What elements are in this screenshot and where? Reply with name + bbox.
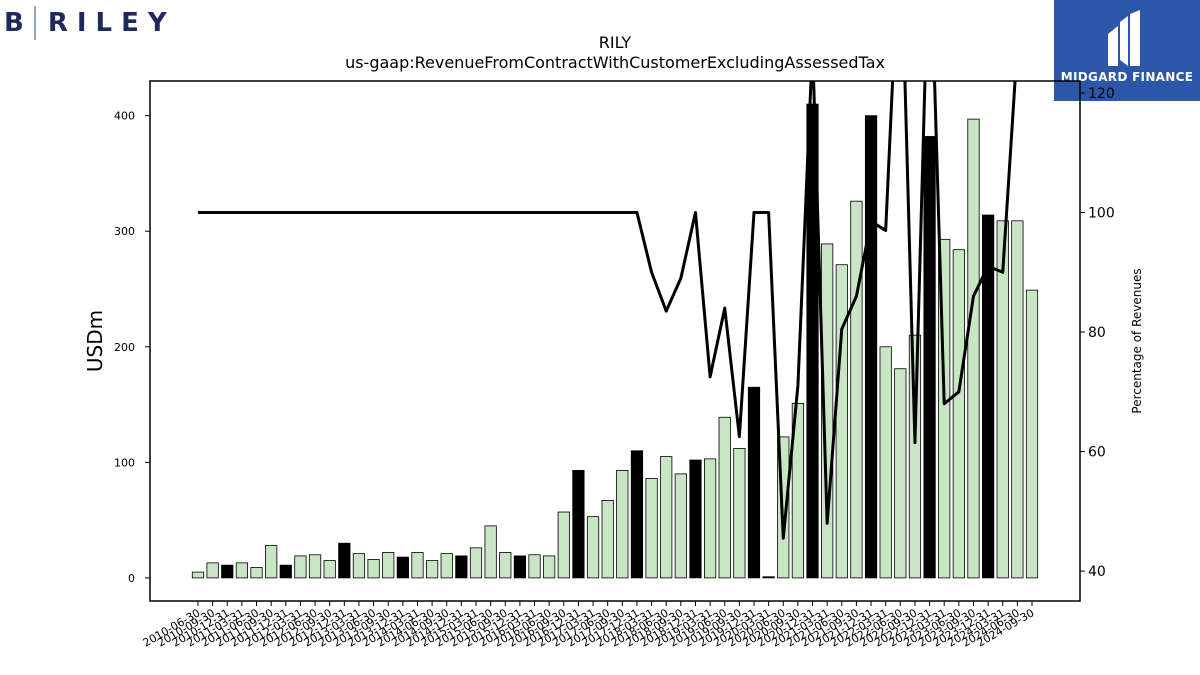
bar-2024-09-30: [1025, 289, 1039, 579]
bar-2012-06-30: [308, 554, 322, 579]
bar-2023-06-30: [952, 249, 965, 579]
bar-2011-03-31: [235, 562, 249, 579]
y-tick-label: 400: [114, 110, 135, 123]
bar-2010-09-30: [206, 562, 219, 579]
bar-2021-03-31: [821, 243, 834, 579]
bar-2019-09-30: [733, 448, 746, 579]
bar-2014-06-30: [425, 560, 439, 579]
bar-series: [191, 103, 1039, 579]
brand-left-logo: B RILEY: [4, 4, 176, 42]
brand-name: RILEY: [47, 8, 176, 38]
bar-2023-03-31: [938, 238, 951, 579]
bar-2013-06-30: [367, 559, 380, 579]
brand-initial: B: [4, 8, 24, 38]
bar-2015-03-31: [469, 547, 483, 579]
bar-2016-06-30: [543, 555, 556, 579]
chart-subtitle: us-gaap:RevenueFromContractWithCustomerE…: [345, 53, 885, 72]
bar-2012-12-31: [338, 542, 351, 579]
bar-2014-03-31: [411, 552, 424, 579]
bar-2022-06-30: [894, 368, 907, 579]
bar-2016-03-31: [528, 554, 541, 579]
y2-tick-label: 60: [1088, 445, 1106, 461]
bar-2020-12-31: [806, 103, 819, 579]
bar-2024-03-31: [996, 220, 1009, 579]
bar-2018-03-31: [645, 478, 658, 579]
bar-2015-06-30: [484, 525, 497, 579]
percentage-line-series: [198, 81, 1017, 540]
bar-2011-06-30: [250, 567, 263, 579]
x-axis-ticks: 2010-06-302010-09-302010-12-312011-03-31…: [141, 601, 1037, 650]
y-tick-label: 100: [114, 456, 135, 469]
bar-2016-09-30: [557, 511, 570, 579]
y2-tick-label: 120: [1088, 86, 1115, 102]
y-axis-ticks: 0 100 200 300 400: [114, 110, 150, 585]
bar-2022-09-30: [908, 334, 922, 579]
bar-2020-03-31: [762, 576, 775, 579]
bar-2017-03-31: [586, 516, 600, 579]
bar-2017-09-30: [616, 470, 629, 579]
bar-2021-06-30: [835, 264, 848, 579]
bar-2014-12-31: [455, 555, 468, 579]
bar-2014-09-30: [440, 553, 453, 579]
bar-2010-12-31: [221, 564, 234, 579]
bar-2017-12-31: [630, 450, 644, 579]
brand-right-logo: MIDGARD FINANCE: [1054, 0, 1200, 101]
y2-axis-label: Percentage of Revenues: [1130, 268, 1144, 413]
bar-2021-12-31: [864, 115, 878, 579]
percentage-line: [198, 81, 1017, 540]
y-tick-label: 200: [114, 341, 135, 354]
bar-2022-12-31: [923, 136, 936, 579]
bar-2011-09-30: [265, 545, 278, 579]
bar-2015-09-30: [499, 552, 512, 579]
bar-2012-09-30: [323, 560, 336, 579]
plot-frame: [149, 80, 1081, 602]
brand-right-name: MIDGARD FINANCE: [1060, 70, 1194, 84]
bar-2020-09-30: [791, 402, 805, 579]
bar-2017-06-30: [601, 500, 614, 579]
y2-tick-label: 80: [1088, 325, 1106, 341]
bar-2010-06-30: [191, 571, 205, 579]
y-tick-label: 0: [128, 572, 135, 585]
bar-2021-09-30: [850, 200, 863, 579]
y2-axis-ticks: 40 60 80 100 120: [1080, 86, 1115, 580]
bar-2013-12-31: [396, 556, 409, 579]
bar-2012-03-31: [294, 555, 307, 579]
chart-title: RILY: [599, 33, 632, 52]
bar-2018-09-30: [674, 473, 687, 579]
midgard-mark-icon: [1108, 10, 1140, 66]
y2-tick-label: 40: [1088, 564, 1106, 580]
bar-2013-03-31: [352, 553, 366, 579]
y-tick-label: 300: [114, 225, 135, 238]
brand-divider: [33, 6, 36, 40]
bar-2019-03-31: [704, 458, 717, 579]
bar-2018-06-30: [660, 456, 673, 579]
y2-tick-label: 100: [1088, 205, 1115, 221]
bar-2019-06-30: [718, 416, 731, 579]
bar-2018-12-31: [689, 459, 702, 579]
y-axis-label: USDm: [83, 310, 107, 372]
bar-2023-12-31: [982, 214, 995, 579]
bar-2022-03-31: [879, 346, 892, 579]
bar-2023-09-30: [967, 118, 980, 579]
bar-2016-12-31: [572, 470, 585, 579]
bar-2019-12-31: [747, 386, 761, 579]
bar-2015-12-31: [513, 555, 527, 579]
bar-2013-09-30: [382, 552, 395, 579]
bar-2011-12-31: [279, 564, 292, 579]
bar-2024-06-30: [1011, 220, 1024, 579]
